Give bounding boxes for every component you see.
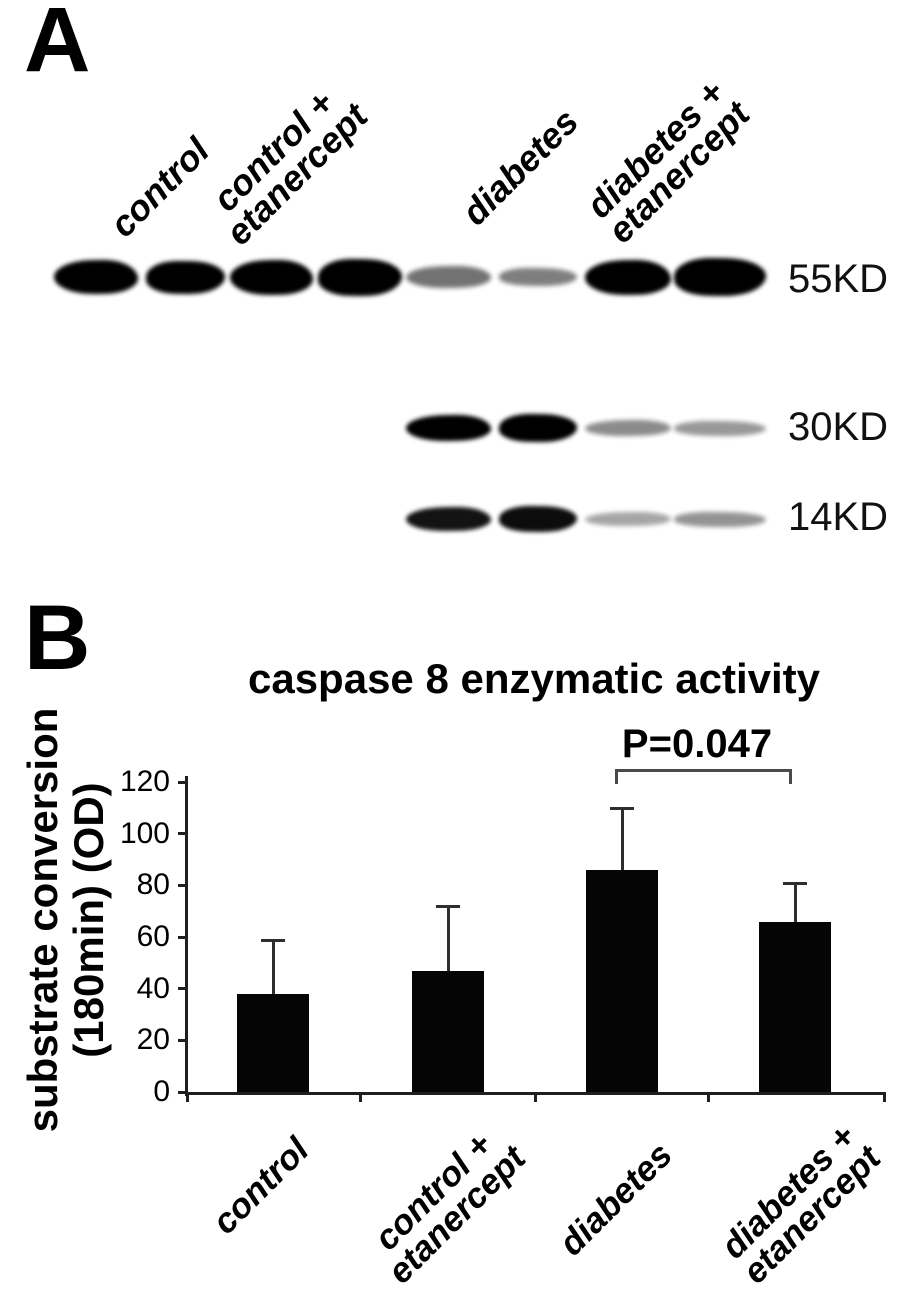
x-axis-label-control: control [205,1130,317,1242]
bar-diabetes [586,869,658,1092]
lane-group-label-line: diabetes [453,100,587,233]
y-axis-tick-label: 100 [119,816,170,850]
x-axis-tick [706,1092,710,1102]
y-axis-tick-label: 0 [153,1075,170,1108]
marker-label-55kd: 55KD [788,257,889,301]
x-axis-label-diabetes: diabetes [551,1135,680,1264]
y-axis-tick [178,832,187,836]
blot-band [673,257,767,297]
blot-band [53,259,139,295]
significance-bracket-end-right [789,769,792,784]
error-bar [271,939,275,994]
lane-group-label-control: control [101,129,218,245]
x-axis-tick [882,1092,886,1102]
error-bar-cap [261,938,285,942]
blot-band [229,258,314,296]
y-axis-tick-label: 60 [136,920,170,954]
y-axis-tick [178,987,187,991]
y-axis-tick [178,1090,187,1094]
x-axis-label-control-etanercept: control + etanercept [360,1118,533,1291]
error-bar-cap [436,905,460,909]
significance-bracket-end-left [615,769,618,784]
lane-group-label-diabetes-etanercept: diabetes + etanercept [578,72,757,251]
x-axis-tick [185,1092,189,1102]
y-axis-tick [178,1038,187,1042]
y-axis-tick [178,935,187,939]
blot-band [405,414,492,442]
blot-band [498,413,578,443]
marker-label-30kd: 30KD [788,405,889,449]
x-axis-tick [358,1092,362,1102]
error-bar [446,906,450,971]
blot-band [584,419,672,437]
blot-band [145,259,226,295]
x-axis-label-line: diabetes [551,1135,680,1264]
lane-group-label-control-etanercept: control + etanercept [197,75,376,253]
error-bar [793,882,797,922]
blot-band [498,267,578,287]
y-axis-tick [178,780,187,784]
panel-a-letter: A [24,0,91,91]
error-bar [620,807,624,870]
x-axis-label-diabetes-etanercept: diabetes + etanercept [714,1117,888,1291]
blot-band [673,510,767,528]
blot-band [584,258,672,296]
y-axis-label-line1: substrate conversion [19,707,66,1133]
bar-diabetes-+-etanercept [759,921,831,1092]
blot-band [498,505,578,533]
blot-band [584,511,672,527]
error-bar-cap [610,806,634,810]
y-axis-tick-label: 40 [136,971,170,1005]
y-axis-tick-label: 20 [136,1023,170,1057]
y-axis-tick [178,883,187,887]
bar-control-+-etanercept [412,970,484,1092]
y-axis-tick-label: 80 [136,868,170,902]
x-axis-label-line: control [205,1130,317,1242]
chart-title: caspase 8 enzymatic activity [247,655,820,702]
blot-band [405,265,492,289]
error-bar-cap [783,881,807,885]
bar-control [237,993,309,1092]
blot-band [317,257,403,297]
blot-band [405,506,492,532]
significance-bracket [615,769,792,772]
panel-b-letter: B [24,587,91,689]
lane-group-label-diabetes: diabetes [453,100,587,233]
lane-group-label-line: control [101,129,218,245]
p-value-annotation: P=0.047 [621,722,773,766]
y-axis-tick-label: 120 [119,765,170,799]
x-axis-tick [533,1092,537,1102]
marker-label-14kd: 14KD [788,495,889,539]
blot-band [673,419,767,437]
